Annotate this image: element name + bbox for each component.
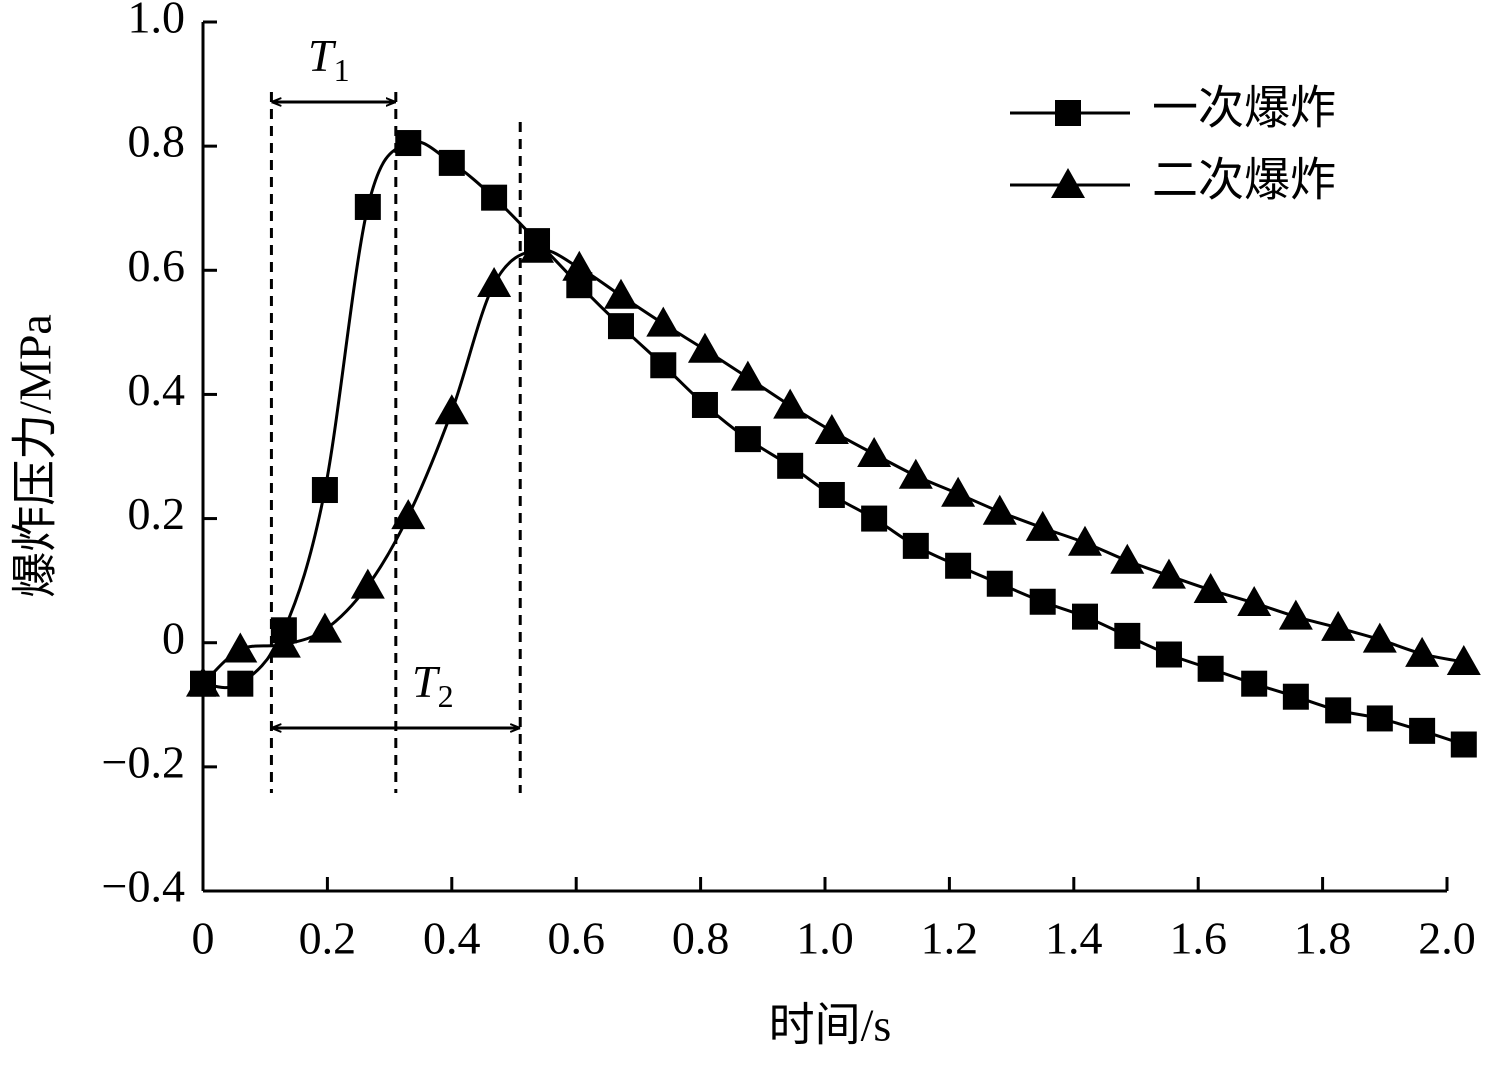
marker-square bbox=[227, 670, 254, 697]
marker-triangle bbox=[520, 232, 555, 263]
marker-square bbox=[1325, 697, 1352, 724]
marker-triangle bbox=[1446, 644, 1481, 675]
marker-square bbox=[861, 505, 888, 532]
x-tick-label: 1.4 bbox=[1045, 913, 1103, 964]
y-tick-label: 0.8 bbox=[128, 116, 186, 167]
marker-triangle bbox=[434, 394, 469, 425]
y-axis-label: 爆炸压力/MPa bbox=[10, 314, 61, 598]
marker-triangle bbox=[1025, 510, 1060, 541]
x-tick-label: 0 bbox=[192, 913, 215, 964]
marker-triangle bbox=[730, 360, 765, 391]
marker-square bbox=[1055, 100, 1081, 126]
marker-square bbox=[354, 193, 381, 220]
marker-square bbox=[1409, 717, 1436, 744]
y-tick-label: 0 bbox=[162, 612, 185, 663]
legend-label: 二次爆炸 bbox=[1152, 155, 1336, 206]
marker-triangle bbox=[857, 437, 892, 468]
marker-triangle bbox=[562, 250, 597, 281]
y-tick-label: −0.2 bbox=[102, 736, 185, 787]
y-tick-label: 0.6 bbox=[128, 240, 186, 291]
marker-triangle bbox=[982, 494, 1017, 525]
marker-triangle bbox=[1237, 585, 1272, 616]
x-tick-label: 0.8 bbox=[672, 913, 730, 964]
marker-triangle bbox=[307, 612, 342, 643]
y-tick-label: 1.0 bbox=[128, 0, 186, 43]
x-tick-label: 0.2 bbox=[299, 913, 357, 964]
marker-triangle bbox=[1151, 558, 1186, 589]
annotation-subscript: 1 bbox=[334, 52, 350, 88]
marker-square bbox=[1029, 588, 1056, 615]
marker-triangle bbox=[646, 306, 681, 337]
x-tick-label: 1.6 bbox=[1169, 913, 1227, 964]
series-line bbox=[201, 247, 1465, 685]
x-tick-label: 1.8 bbox=[1294, 913, 1352, 964]
marker-triangle bbox=[391, 499, 426, 530]
marker-square bbox=[650, 352, 677, 379]
y-tick-label: −0.4 bbox=[102, 861, 185, 912]
marker-triangle bbox=[186, 666, 220, 697]
marker-square bbox=[607, 313, 634, 340]
marker-square bbox=[1197, 655, 1224, 682]
marker-square bbox=[1282, 683, 1309, 710]
marker-triangle bbox=[350, 568, 385, 599]
marker-triangle bbox=[1067, 525, 1102, 556]
marker-square bbox=[1114, 622, 1141, 649]
marker-triangle bbox=[814, 414, 849, 445]
marker-square bbox=[777, 452, 804, 479]
marker-square bbox=[1071, 603, 1098, 630]
marker-square bbox=[902, 532, 929, 559]
marker-triangle bbox=[1405, 636, 1440, 667]
annotation-label: T bbox=[308, 30, 337, 81]
marker-triangle bbox=[1110, 543, 1145, 574]
marker-square bbox=[945, 552, 972, 579]
marker-triangle bbox=[1051, 168, 1085, 198]
marker-square bbox=[438, 149, 465, 176]
x-tick-label: 1.0 bbox=[796, 913, 854, 964]
y-tick-label: 0.4 bbox=[128, 364, 186, 415]
marker-triangle bbox=[1362, 622, 1397, 653]
marker-square bbox=[1450, 731, 1477, 758]
marker-triangle bbox=[477, 266, 512, 297]
marker-triangle bbox=[223, 632, 258, 663]
annotation: T1 bbox=[308, 30, 350, 89]
annotation: T2 bbox=[412, 656, 454, 715]
x-tick-label: 2.0 bbox=[1418, 913, 1476, 964]
annotation-label: T bbox=[412, 656, 441, 707]
marker-square bbox=[691, 391, 718, 418]
marker-triangle bbox=[1321, 610, 1356, 641]
x-tick-label: 0.4 bbox=[423, 913, 481, 964]
marker-triangle bbox=[687, 332, 722, 363]
marker-square bbox=[734, 426, 761, 453]
marker-triangle bbox=[898, 458, 933, 489]
marker-square bbox=[986, 570, 1013, 597]
marker-square bbox=[1241, 670, 1268, 697]
marker-square bbox=[395, 130, 422, 157]
x-axis-label: 时间/s bbox=[769, 1000, 892, 1051]
x-tick-label: 1.2 bbox=[921, 913, 979, 964]
annotation-subscript: 2 bbox=[438, 678, 454, 714]
marker-square bbox=[311, 477, 338, 504]
marker-triangle bbox=[1193, 572, 1228, 603]
marker-triangle bbox=[773, 388, 808, 419]
x-tick-label: 0.6 bbox=[547, 913, 605, 964]
marker-triangle bbox=[266, 627, 301, 658]
marker-square bbox=[1155, 641, 1182, 668]
y-tick-label: 0.2 bbox=[128, 488, 186, 539]
marker-triangle bbox=[1278, 599, 1313, 630]
legend-label: 一次爆炸 bbox=[1152, 83, 1336, 134]
marker-square bbox=[481, 184, 508, 211]
marker-triangle bbox=[603, 278, 638, 309]
marker-square bbox=[818, 481, 845, 508]
marker-square bbox=[1366, 705, 1393, 732]
marker-triangle bbox=[941, 476, 976, 507]
